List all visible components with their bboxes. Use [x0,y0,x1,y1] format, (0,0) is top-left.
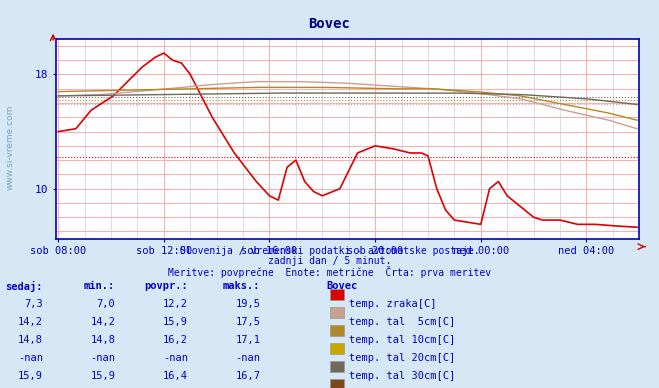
Text: maks.:: maks.: [223,281,260,291]
Text: povpr.:: povpr.: [144,281,188,291]
Text: 12,2: 12,2 [163,299,188,309]
Text: Slovenija / vremenski podatki - avtomatske postaje.: Slovenija / vremenski podatki - avtomats… [180,246,479,256]
Text: 15,9: 15,9 [163,317,188,327]
Text: temp. tal 20cm[C]: temp. tal 20cm[C] [349,353,455,363]
Text: 14,2: 14,2 [90,317,115,327]
Text: min.:: min.: [84,281,115,291]
Text: 17,1: 17,1 [235,335,260,345]
Text: -nan: -nan [18,353,43,363]
Text: -nan: -nan [163,353,188,363]
Text: 7,3: 7,3 [24,299,43,309]
Text: 14,8: 14,8 [90,335,115,345]
Text: temp. zraka[C]: temp. zraka[C] [349,299,437,309]
Text: 16,7: 16,7 [235,371,260,381]
Text: 15,9: 15,9 [18,371,43,381]
Text: zadnji dan / 5 minut.: zadnji dan / 5 minut. [268,256,391,266]
Text: 16,2: 16,2 [163,335,188,345]
Text: 16,4: 16,4 [163,371,188,381]
Text: 15,9: 15,9 [90,371,115,381]
Text: 19,5: 19,5 [235,299,260,309]
Text: 17,5: 17,5 [235,317,260,327]
Text: -nan: -nan [90,353,115,363]
Text: Bovec: Bovec [326,281,357,291]
Text: temp. tal 10cm[C]: temp. tal 10cm[C] [349,335,455,345]
Text: 14,2: 14,2 [18,317,43,327]
Text: temp. tal  5cm[C]: temp. tal 5cm[C] [349,317,455,327]
Text: www.si-vreme.com: www.si-vreme.com [5,105,14,190]
Text: -nan: -nan [235,353,260,363]
Text: 14,8: 14,8 [18,335,43,345]
Text: temp. tal 30cm[C]: temp. tal 30cm[C] [349,371,455,381]
Text: Meritve: povprečne  Enote: metrične  Črta: prva meritev: Meritve: povprečne Enote: metrične Črta:… [168,266,491,278]
Text: 7,0: 7,0 [97,299,115,309]
Text: sedaj:: sedaj: [5,281,43,292]
Text: Bovec: Bovec [308,17,351,31]
